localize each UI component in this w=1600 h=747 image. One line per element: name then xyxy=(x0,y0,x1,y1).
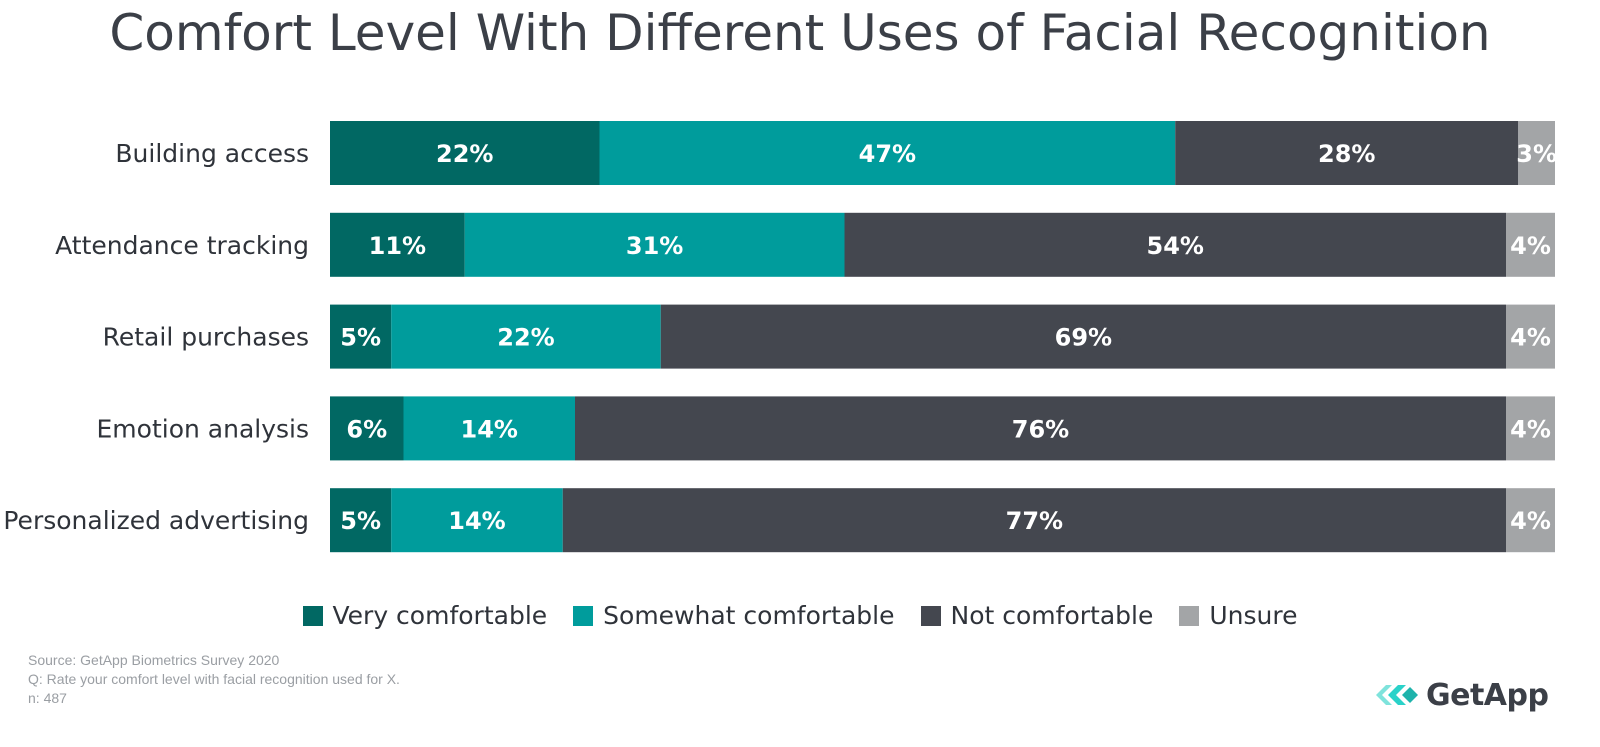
bar-segment xyxy=(1175,121,1519,185)
bar-segment xyxy=(330,212,465,277)
footnote-sample-size: n: 487 xyxy=(28,690,67,706)
bar-segment xyxy=(660,304,1506,369)
data-label: 4% xyxy=(1510,324,1551,352)
legend-label: Not comfortable xyxy=(950,601,1154,630)
category-label: Attendance tracking xyxy=(55,231,309,260)
footnote: Source: GetApp Biometrics Survey 2020 Q:… xyxy=(28,651,400,708)
data-label: 76% xyxy=(1012,415,1069,443)
legend-swatch xyxy=(920,605,941,626)
legend-swatch xyxy=(1179,605,1200,626)
data-label: 69% xyxy=(1055,324,1112,352)
data-label: 54% xyxy=(1147,232,1204,260)
getapp-wordmark: GetApp xyxy=(1426,677,1549,713)
legend-item: Not comfortable xyxy=(920,601,1154,630)
bar-segment xyxy=(575,396,1506,461)
category-label: Building access xyxy=(115,139,309,168)
data-label: 4% xyxy=(1510,415,1551,443)
data-label: 4% xyxy=(1510,232,1551,260)
bar-segment xyxy=(330,488,392,553)
footnote-source: Source: GetApp Biometrics Survey 2020 xyxy=(28,652,280,668)
bar-segment xyxy=(1506,304,1555,369)
category-label: Emotion analysis xyxy=(97,414,310,443)
data-label: 22% xyxy=(436,140,493,168)
stacked-bar-chart: Building access 22% 47% 28% 3% Attendance tra… xyxy=(3,121,1557,553)
data-label: 22% xyxy=(497,324,554,352)
data-label: 3% xyxy=(1516,140,1557,168)
footnote-question: Q: Rate your comfort level with facial r… xyxy=(28,671,400,687)
legend-swatch xyxy=(302,605,323,626)
chart-title: Comfort Level With Different Uses of Fac… xyxy=(109,4,1491,62)
bar-segment xyxy=(464,212,845,277)
bar-segment xyxy=(562,488,1506,553)
legend-item: Very comfortable xyxy=(302,601,548,630)
bar-segment xyxy=(1518,121,1555,185)
data-label: 14% xyxy=(448,507,505,535)
bar-segment xyxy=(330,304,392,369)
bar-segment xyxy=(599,121,1176,185)
legend-label: Very comfortable xyxy=(332,601,548,630)
category-label: Personalized advertising xyxy=(3,506,309,535)
legend-label: Unsure xyxy=(1209,601,1298,630)
bar-segment xyxy=(391,304,661,369)
data-label: 6% xyxy=(346,415,387,443)
getapp-logo: GetApp xyxy=(1376,674,1549,716)
legend-label: Somewhat comfortable xyxy=(603,601,895,630)
category-label: Retail purchases xyxy=(103,323,309,352)
bar-segment xyxy=(1506,396,1555,461)
data-label: 14% xyxy=(461,415,518,443)
bar-segment xyxy=(1506,212,1555,277)
data-label: 5% xyxy=(340,507,381,535)
data-label: 5% xyxy=(340,324,381,352)
data-label: 77% xyxy=(1006,507,1063,535)
bar-segment xyxy=(403,396,575,461)
data-label: 11% xyxy=(369,232,426,260)
data-label: 4% xyxy=(1510,507,1551,535)
legend-swatch xyxy=(573,605,594,626)
bar-segment xyxy=(330,121,600,185)
data-label: 28% xyxy=(1318,140,1375,168)
bar-segment xyxy=(844,212,1506,277)
getapp-chevrons-icon xyxy=(1376,685,1418,705)
legend-item: Somewhat comfortable xyxy=(573,601,895,630)
data-label: 31% xyxy=(626,232,683,260)
bar-segment xyxy=(330,396,404,461)
bar-segment xyxy=(391,488,563,553)
bar-segment xyxy=(1506,488,1555,553)
chart-legend: Very comfortable Somewhat comfortable Not … xyxy=(0,601,1600,630)
data-label: 47% xyxy=(859,140,916,168)
legend-item: Unsure xyxy=(1179,601,1297,630)
